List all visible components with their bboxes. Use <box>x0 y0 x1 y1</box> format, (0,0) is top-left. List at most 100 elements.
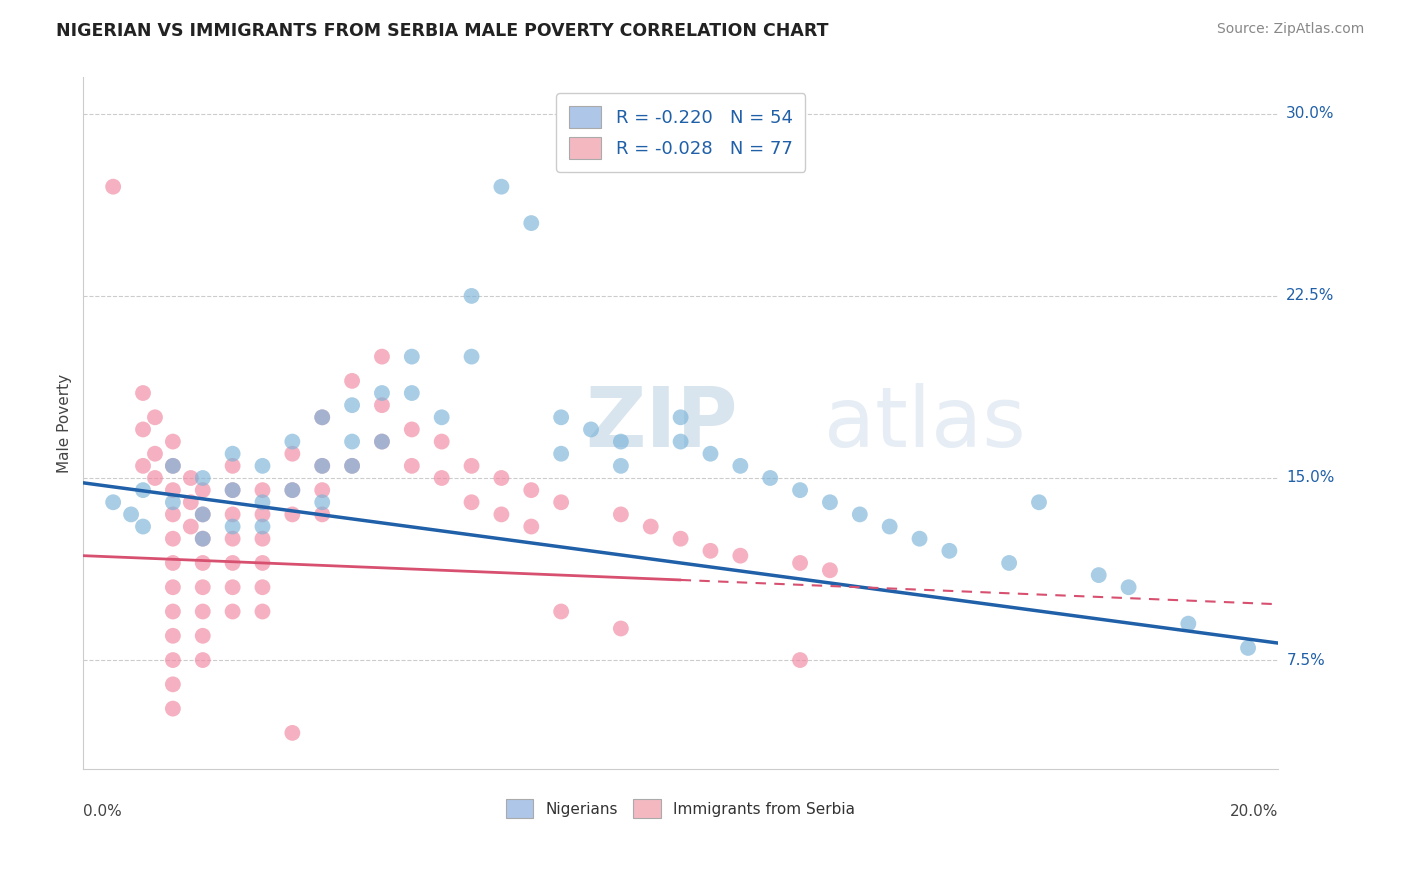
Point <box>401 422 423 436</box>
Point <box>340 398 363 412</box>
Point <box>162 605 184 619</box>
Point <box>281 483 304 497</box>
Point <box>191 653 214 667</box>
Point <box>491 471 513 485</box>
Point <box>132 386 155 401</box>
Point <box>191 580 214 594</box>
Point <box>252 580 274 594</box>
Y-axis label: Male Poverty: Male Poverty <box>58 374 72 473</box>
Point <box>221 532 243 546</box>
Point <box>180 471 202 485</box>
Point <box>191 471 214 485</box>
Point <box>162 629 184 643</box>
Point <box>550 410 572 425</box>
Point <box>818 495 841 509</box>
Point <box>520 519 543 533</box>
Point <box>371 386 394 401</box>
Point <box>610 508 633 522</box>
Point <box>101 179 124 194</box>
Point <box>550 605 572 619</box>
Point <box>759 471 782 485</box>
Point <box>789 483 811 497</box>
Point <box>908 532 931 546</box>
Point <box>252 556 274 570</box>
Point <box>879 519 901 533</box>
Point <box>221 458 243 473</box>
Point <box>191 483 214 497</box>
Text: 20.0%: 20.0% <box>1230 804 1278 819</box>
Point <box>252 532 274 546</box>
Point <box>401 350 423 364</box>
Point <box>340 374 363 388</box>
Point <box>221 447 243 461</box>
Point <box>401 458 423 473</box>
Point <box>221 556 243 570</box>
Text: NIGERIAN VS IMMIGRANTS FROM SERBIA MALE POVERTY CORRELATION CHART: NIGERIAN VS IMMIGRANTS FROM SERBIA MALE … <box>56 22 828 40</box>
Point <box>491 179 513 194</box>
Point <box>430 434 453 449</box>
Point <box>221 483 243 497</box>
Point <box>311 495 333 509</box>
Point <box>789 653 811 667</box>
Point <box>132 458 155 473</box>
Point <box>610 622 633 636</box>
Point <box>1087 568 1109 582</box>
Point <box>101 495 124 509</box>
Point <box>699 544 721 558</box>
Point <box>340 434 363 449</box>
Text: 15.0%: 15.0% <box>1286 470 1334 485</box>
Point <box>849 508 872 522</box>
Point <box>818 563 841 577</box>
Point <box>281 447 304 461</box>
Point <box>371 434 394 449</box>
Point <box>311 410 333 425</box>
Point <box>143 447 166 461</box>
Point <box>252 519 274 533</box>
Point <box>340 458 363 473</box>
Point <box>162 653 184 667</box>
Point <box>191 532 214 546</box>
Point <box>143 471 166 485</box>
Point <box>311 483 333 497</box>
Point <box>281 483 304 497</box>
Point <box>1237 640 1260 655</box>
Point <box>340 458 363 473</box>
Text: ZIP: ZIP <box>585 383 738 464</box>
Text: 0.0%: 0.0% <box>83 804 122 819</box>
Point <box>520 483 543 497</box>
Point <box>669 532 692 546</box>
Point <box>191 508 214 522</box>
Text: Source: ZipAtlas.com: Source: ZipAtlas.com <box>1216 22 1364 37</box>
Point <box>1177 616 1199 631</box>
Point <box>252 508 274 522</box>
Point <box>550 495 572 509</box>
Point <box>162 701 184 715</box>
Point <box>491 508 513 522</box>
Point <box>430 471 453 485</box>
Point <box>162 580 184 594</box>
Point <box>252 458 274 473</box>
Point <box>460 458 482 473</box>
Point <box>730 549 752 563</box>
Point <box>191 629 214 643</box>
Point <box>252 495 274 509</box>
Point <box>162 458 184 473</box>
Point <box>162 508 184 522</box>
Point <box>610 458 633 473</box>
Point <box>311 410 333 425</box>
Point <box>371 350 394 364</box>
Point <box>132 483 155 497</box>
Point <box>669 434 692 449</box>
Point <box>430 410 453 425</box>
Text: atlas: atlas <box>824 383 1026 464</box>
Point <box>191 532 214 546</box>
Point <box>132 422 155 436</box>
Point <box>191 556 214 570</box>
Point <box>460 495 482 509</box>
Point <box>401 386 423 401</box>
Point <box>162 556 184 570</box>
Point <box>191 508 214 522</box>
Point <box>699 447 721 461</box>
Point <box>162 434 184 449</box>
Point <box>311 458 333 473</box>
